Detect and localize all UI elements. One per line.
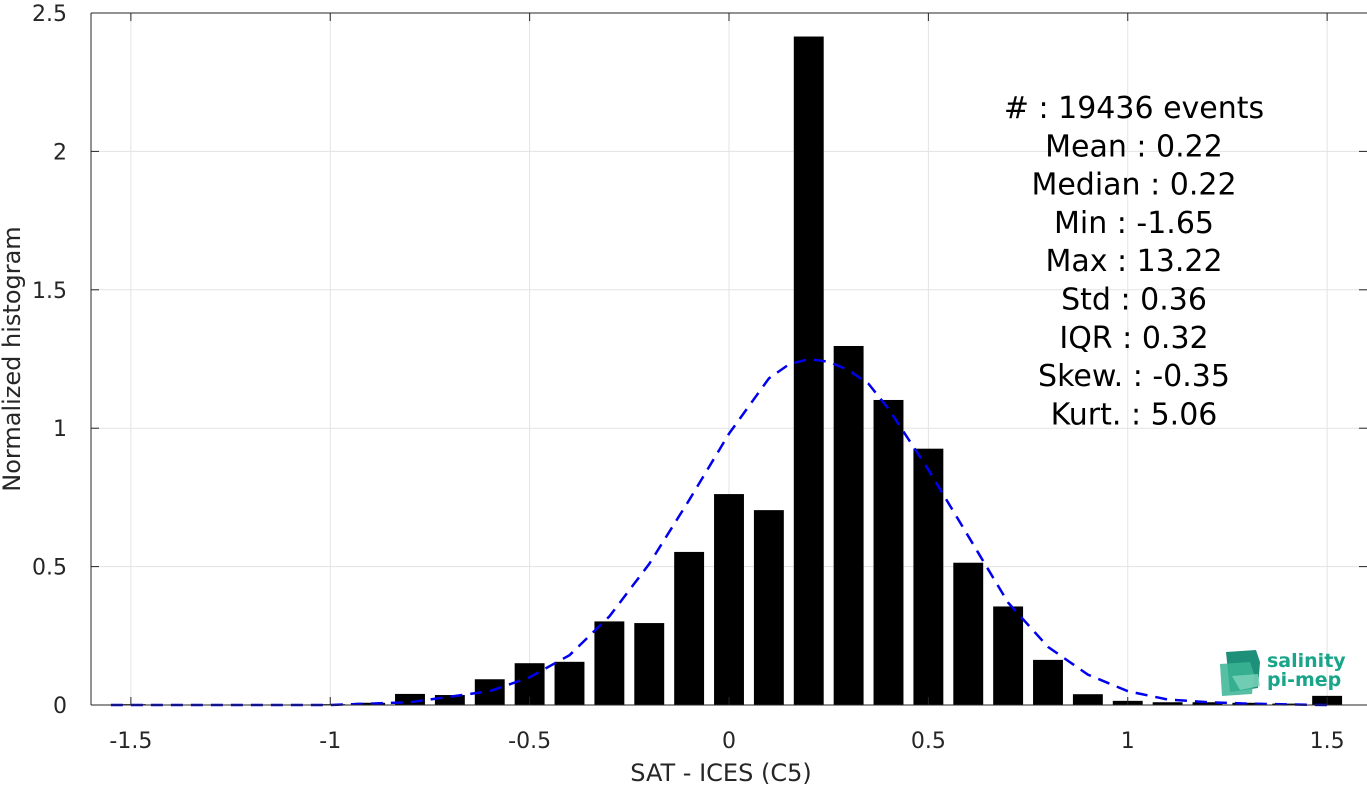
x-axis-label: SAT - ICES (C5) xyxy=(630,759,811,785)
histogram-bar xyxy=(674,551,705,705)
histogram-bar xyxy=(753,510,784,705)
y-tick-label: 0.5 xyxy=(32,556,67,581)
logo-text-line2: pi-mep xyxy=(1267,669,1341,691)
y-ticks: 0 0.5 1 1.5 2 2.5 xyxy=(32,2,1367,719)
stat-line: Std : 0.36 xyxy=(1061,283,1207,318)
logo-text-line1: salinity xyxy=(1267,650,1346,672)
y-tick-label: 2 xyxy=(53,140,67,165)
histogram-bar xyxy=(833,345,864,705)
histogram-bar xyxy=(1192,702,1223,705)
histogram-bar xyxy=(873,399,904,705)
histogram-bar xyxy=(953,562,984,705)
histogram-bar xyxy=(355,702,386,705)
histogram-bar xyxy=(913,448,944,705)
x-tick-label: 0 xyxy=(722,729,736,754)
y-tick-label: 0 xyxy=(53,694,67,719)
stat-line: Mean : 0.22 xyxy=(1045,129,1223,164)
stat-line: Max : 13.22 xyxy=(1045,244,1222,279)
stat-line: Median : 0.22 xyxy=(1031,168,1236,203)
x-tick-label: -1 xyxy=(319,729,341,754)
y-axis-label: Normalized histogram xyxy=(0,226,26,491)
histogram-bar xyxy=(434,695,465,705)
histogram-bar xyxy=(1152,702,1183,705)
histogram-bar xyxy=(993,606,1024,705)
logo-icon xyxy=(1220,650,1260,696)
y-tick-label: 1.5 xyxy=(32,279,67,304)
histogram-bar xyxy=(793,36,824,705)
histogram-bar xyxy=(1272,703,1303,705)
histogram-bar xyxy=(1033,659,1063,705)
x-ticks: -1.5 -1 -0.5 0 0.5 1 1.5 xyxy=(109,13,1345,754)
histogram-bar xyxy=(1232,702,1263,705)
stat-line: Skew. : -0.35 xyxy=(1038,359,1230,394)
y-tick-label: 1 xyxy=(53,417,67,442)
histogram-bar xyxy=(554,661,585,705)
x-tick-label: 0.5 xyxy=(911,729,946,754)
gaussian-fit-curve xyxy=(110,357,1328,707)
histogram-bar xyxy=(1072,694,1103,705)
stat-line: # : 19436 events xyxy=(1004,91,1264,126)
x-tick-label: 1.5 xyxy=(1310,729,1345,754)
histogram-bar xyxy=(395,693,425,705)
x-tick-label: 1 xyxy=(1121,729,1135,754)
stat-line: Kurt. : 5.06 xyxy=(1051,397,1218,432)
stat-line: IQR : 0.32 xyxy=(1059,321,1208,356)
salinity-pimep-logo: salinity pi-mep xyxy=(1220,650,1346,696)
histogram-bar xyxy=(714,494,744,705)
histogram-bar xyxy=(634,623,665,705)
histogram-bar xyxy=(594,621,625,705)
x-tick-label: -1.5 xyxy=(109,729,152,754)
stat-line: Min : -1.65 xyxy=(1054,206,1214,241)
x-tick-label: -0.5 xyxy=(508,729,551,754)
y-tick-label: 2.5 xyxy=(32,2,67,27)
histogram-bars xyxy=(115,36,1343,705)
